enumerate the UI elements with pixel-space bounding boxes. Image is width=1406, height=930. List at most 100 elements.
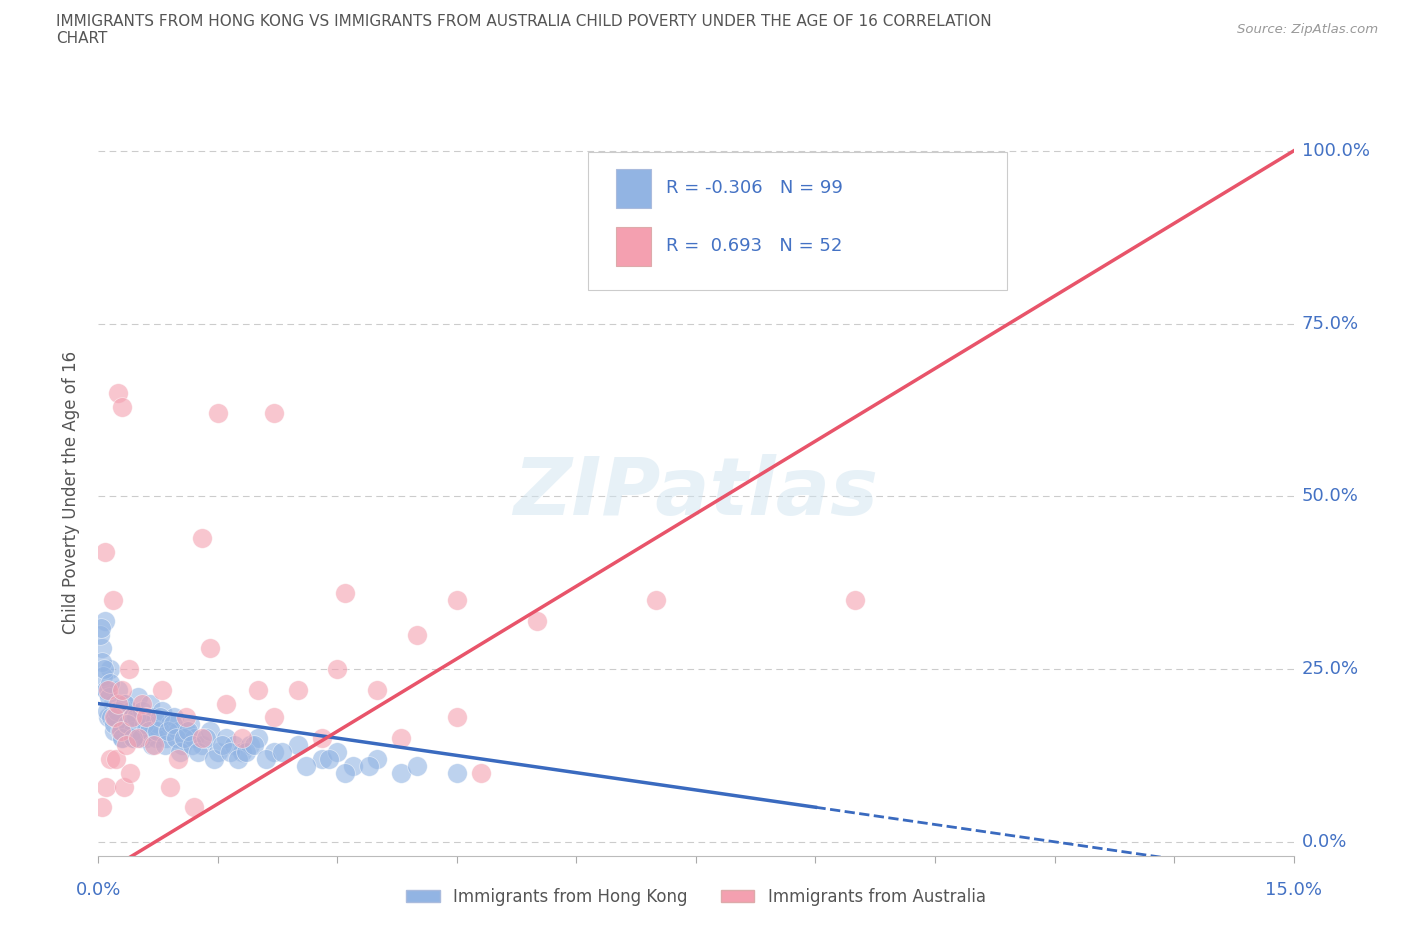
Point — [149, 710, 172, 724]
Point — [172, 737, 194, 752]
Point — [187, 745, 209, 760]
Point — [219, 745, 242, 760]
Point — [96, 703, 118, 718]
Point — [121, 710, 143, 724]
Point — [211, 737, 233, 752]
Point — [287, 683, 309, 698]
Text: 15.0%: 15.0% — [1265, 881, 1322, 898]
Point — [135, 731, 157, 746]
Point — [359, 758, 381, 773]
Point — [311, 751, 333, 766]
Point — [111, 731, 134, 746]
Point — [389, 731, 412, 746]
Point — [226, 751, 249, 766]
Point — [239, 737, 262, 752]
Point — [446, 592, 468, 607]
Text: 0.0%: 0.0% — [76, 881, 121, 898]
Point — [120, 765, 142, 780]
Point — [107, 683, 129, 698]
Point — [103, 724, 125, 738]
Point — [183, 800, 205, 815]
Point — [167, 724, 190, 738]
Point — [117, 717, 139, 732]
FancyBboxPatch shape — [588, 152, 1007, 290]
Point — [174, 724, 197, 738]
Point — [114, 697, 136, 711]
Point — [138, 724, 160, 738]
Y-axis label: Child Poverty Under the Age of 16: Child Poverty Under the Age of 16 — [62, 352, 80, 634]
Point — [125, 710, 148, 724]
Point — [326, 745, 349, 760]
Point — [287, 737, 309, 752]
Point — [112, 697, 135, 711]
Point — [145, 724, 167, 738]
Point — [110, 731, 132, 746]
Point — [104, 710, 127, 724]
Point — [246, 731, 269, 746]
Point — [91, 669, 114, 684]
Point — [153, 737, 176, 752]
Point — [131, 703, 153, 718]
Point — [89, 627, 111, 642]
Text: Source: ZipAtlas.com: Source: ZipAtlas.com — [1237, 23, 1378, 36]
Point — [110, 717, 132, 732]
Point — [159, 779, 181, 794]
Point — [231, 731, 253, 746]
Point — [183, 731, 205, 746]
Point — [142, 724, 165, 738]
Point — [389, 765, 412, 780]
Point — [132, 717, 155, 732]
Text: 100.0%: 100.0% — [1302, 142, 1369, 160]
Point — [198, 724, 221, 738]
Point — [215, 731, 238, 746]
Point — [118, 661, 141, 676]
Point — [127, 731, 149, 746]
Point — [122, 731, 145, 746]
Text: R = -0.306   N = 99: R = -0.306 N = 99 — [666, 179, 844, 197]
Point — [131, 697, 153, 711]
Text: 25.0%: 25.0% — [1302, 660, 1360, 678]
Point — [195, 731, 218, 746]
Point — [139, 697, 162, 711]
Point — [118, 724, 141, 738]
Point — [100, 710, 122, 724]
Point — [963, 157, 986, 172]
Point — [111, 399, 134, 414]
Point — [191, 530, 214, 545]
Point — [150, 703, 173, 718]
Text: R =  0.693   N = 52: R = 0.693 N = 52 — [666, 237, 842, 255]
Point — [163, 710, 186, 724]
Point — [97, 683, 120, 698]
Point — [101, 697, 124, 711]
Point — [143, 710, 166, 724]
Point — [135, 710, 157, 724]
Point — [150, 683, 173, 698]
Point — [121, 724, 143, 738]
Point — [844, 592, 866, 607]
Point — [129, 731, 152, 746]
Point — [90, 620, 112, 635]
Point — [115, 737, 138, 752]
Point — [366, 751, 388, 766]
Point — [169, 745, 191, 760]
Point — [96, 779, 118, 794]
Point — [111, 683, 134, 698]
Point — [94, 683, 117, 698]
Point — [270, 745, 292, 760]
Point — [231, 745, 253, 760]
Point — [103, 710, 125, 724]
Point — [294, 758, 316, 773]
Point — [134, 717, 156, 732]
Point — [141, 737, 163, 752]
Point — [136, 710, 159, 724]
FancyBboxPatch shape — [616, 168, 651, 207]
Point — [254, 751, 277, 766]
Point — [112, 779, 135, 794]
Point — [107, 697, 129, 711]
Point — [120, 703, 142, 718]
Point — [243, 737, 266, 752]
Point — [90, 655, 112, 670]
Point — [191, 737, 214, 752]
Point — [159, 717, 181, 732]
Point — [180, 737, 202, 752]
